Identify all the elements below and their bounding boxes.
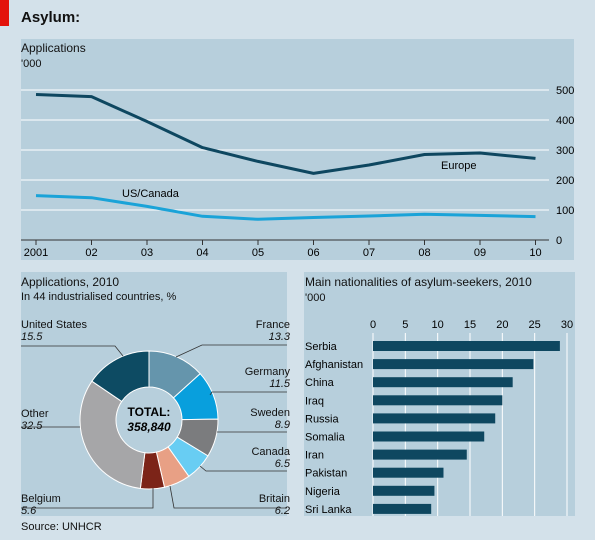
bar-iraq (373, 395, 503, 406)
label-canada-name: Canada (251, 446, 290, 458)
label-sweden-value: 8.9 (274, 419, 290, 431)
bar-chart-title: Main nationalities of asylum-seekers, 20… (305, 275, 532, 289)
brand-tag (0, 0, 9, 26)
bar-x-tick-25: 25 (529, 319, 541, 331)
bar-label-china: China (305, 377, 335, 389)
leader-canada (199, 465, 287, 472)
x-tick-03: 03 (141, 247, 153, 259)
label-canada: Canada 6.5 (210, 446, 290, 470)
label-france-name: France (255, 319, 290, 331)
label-belgium-name: Belgium (21, 493, 61, 505)
label-belgium: Belgium 5.6 (21, 493, 61, 517)
y-tick-200: 200 (556, 175, 574, 187)
bar-afghanistan (373, 359, 534, 370)
leader-belgium (21, 488, 154, 509)
bar-label-sri-lanka: Sri Lanka (305, 504, 352, 516)
label-other: Other 32.5 (21, 408, 49, 432)
bar-pakistan (373, 467, 444, 478)
x-tick-10: 10 (529, 247, 541, 259)
leader-britain (169, 485, 287, 509)
label-sweden-name: Sweden (250, 407, 290, 419)
x-tick-04: 04 (196, 247, 208, 259)
line-chart-unit: '000 (21, 58, 42, 70)
donut-total-value: 358,840 (127, 420, 171, 434)
label-britain: Britain 6.2 (210, 493, 290, 517)
slice-other (79, 380, 146, 490)
bar-x-tick-10: 10 (432, 319, 444, 331)
bar-x-tick-0: 0 (370, 319, 376, 331)
source-note: Source: UNHCR (21, 521, 102, 533)
label-britain-name: Britain (258, 493, 290, 505)
page-title: Asylum: (21, 9, 81, 26)
y-tick-100: 100 (556, 205, 574, 217)
label-belgium-value: 5.6 (21, 505, 37, 517)
x-tick-08: 08 (418, 247, 430, 259)
label-canada-value: 6.5 (274, 458, 290, 470)
y-tick-500: 500 (556, 85, 574, 97)
label-united-states: United States 15.5 (21, 319, 87, 343)
leader-germany (209, 391, 287, 396)
label-united-states-name: United States (21, 319, 88, 331)
label-other-name: Other (21, 408, 49, 420)
donut-title: Applications, 2010 (21, 275, 120, 289)
bar-label-russia: Russia (305, 413, 340, 425)
label-germany-value: 11.5 (269, 378, 290, 390)
donut-total-label: TOTAL: (128, 405, 171, 419)
x-tick-07: 07 (363, 247, 375, 259)
bar-label-nigeria: Nigeria (305, 486, 341, 498)
bar-x-tick-5: 5 (402, 319, 408, 331)
label-united-states-value: 15.5 (21, 331, 43, 343)
label-france-value: 13.3 (268, 331, 290, 343)
bar-x-tick-30: 30 (561, 319, 573, 331)
bar-x-tick-20: 20 (496, 319, 508, 331)
bar-label-iran: Iran (305, 450, 324, 462)
bar-label-serbia: Serbia (305, 341, 338, 353)
label-germany-name: Germany (244, 366, 290, 378)
label-france: France 13.3 (210, 319, 290, 343)
y-tick-300: 300 (556, 145, 574, 157)
bar-serbia (373, 341, 560, 351)
label-britain-value: 6.2 (274, 505, 290, 517)
label-germany: Germany 11.5 (210, 366, 290, 390)
line-chart-title: Applications (21, 41, 86, 55)
bar-somalia (373, 431, 485, 442)
x-tick-2001: 2001 (24, 247, 48, 259)
series-line-europe (35, 93, 536, 175)
label-other-value: 32.5 (21, 420, 43, 432)
x-tick-06: 06 (307, 247, 319, 259)
series-line-us-canada (35, 194, 536, 221)
bar-russia (373, 413, 496, 424)
x-tick-02: 02 (85, 247, 97, 259)
bar-x-tick-15: 15 (464, 319, 476, 331)
leader-france (175, 344, 287, 358)
series-label-us-canada: US/Canada (122, 188, 180, 200)
x-tick-09: 09 (474, 247, 486, 259)
donut-subtitle: In 44 industrialised countries, % (21, 291, 177, 303)
series-label-europe: Europe (441, 160, 476, 172)
bar-label-afghanistan: Afghanistan (305, 359, 363, 371)
slice-united-states (91, 350, 150, 403)
leader-united-states (21, 345, 124, 357)
bar-label-somalia: Somalia (305, 432, 346, 444)
line-chart: 0 100 200 300 400 500 2001 02 03 04 05 06 07 08 09 10 Eu… (21, 85, 574, 259)
bar-label-pakistan: Pakistan (305, 468, 347, 480)
bar-chart-unit: '000 (305, 292, 326, 304)
label-sweden: Sweden 8.9 (210, 407, 290, 431)
x-tick-05: 05 (252, 247, 264, 259)
bar-china (373, 377, 513, 388)
bar-nigeria (373, 485, 435, 496)
bar-label-iraq: Iraq (305, 395, 324, 407)
y-tick-0: 0 (556, 235, 562, 247)
y-tick-400: 400 (556, 115, 574, 127)
bar-iran (373, 449, 467, 460)
donut-chart: TOTAL:358,840 (21, 344, 287, 509)
bar-sri-lanka (373, 503, 432, 514)
